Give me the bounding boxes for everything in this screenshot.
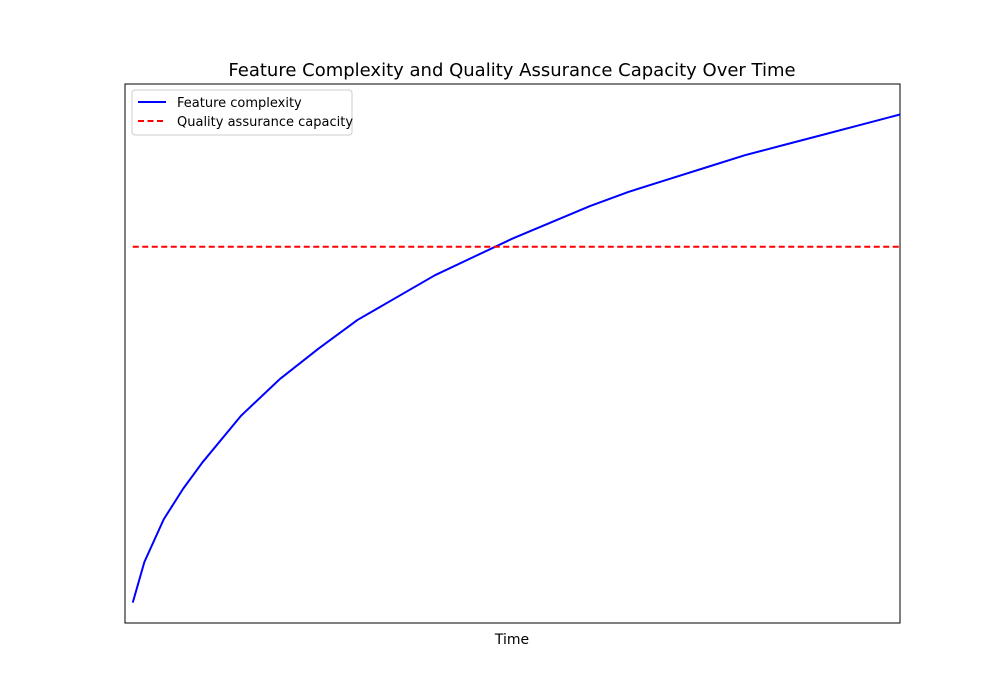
plot-area (124, 83, 901, 624)
series-layer (131, 113, 901, 603)
legend: Feature complexity Quality assurance cap… (131, 89, 353, 136)
x-axis-label: Time (494, 632, 529, 648)
legend-label-quality-assurance-capacity: Quality assurance capacity (177, 115, 353, 130)
legend-label-feature-complexity: Feature complexity (177, 96, 302, 111)
legend-box (131, 89, 353, 136)
chart-title: Feature Complexity and Quality Assurance… (228, 60, 795, 81)
series-line-feature-complexity (131, 113, 901, 603)
